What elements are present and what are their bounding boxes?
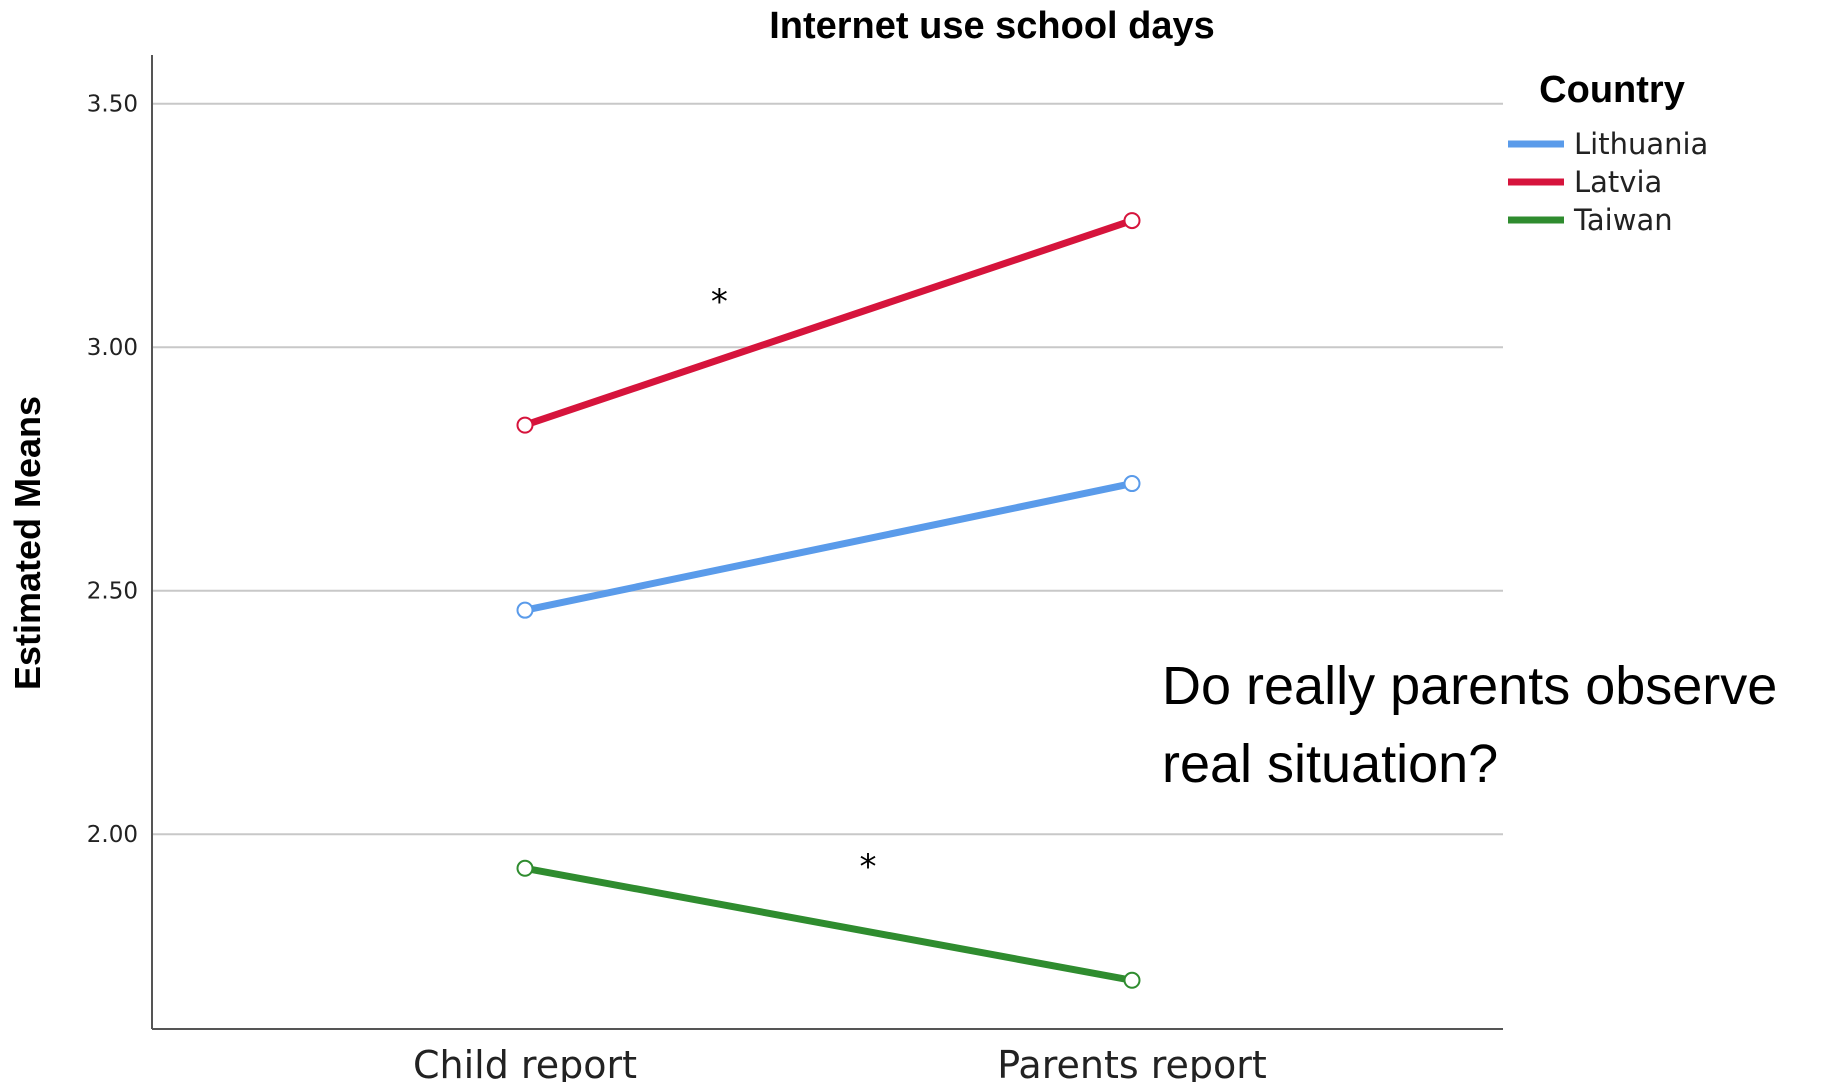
significance-markers: **: [711, 282, 877, 887]
y-tick-label-0: 2.00: [87, 822, 138, 848]
legend-label-lithuania: Lithuania: [1574, 127, 1708, 161]
y-tick-label-2: 3.00: [87, 335, 138, 361]
point-taiwan-0: [516, 859, 534, 877]
series-line-latvia: [521, 217, 1136, 429]
axes: [151, 55, 1503, 1030]
significance-star-1: *: [860, 847, 877, 887]
y-tick-label-3: 3.50: [87, 92, 138, 118]
point-latvia-0: [516, 416, 534, 434]
note-line-1: Do really parents observe: [1162, 656, 1777, 716]
x-tick-labels: Child report Parents report: [413, 1043, 1267, 1082]
note-line-2: real situation?: [1162, 734, 1498, 794]
legend-label-latvia: Latvia: [1574, 165, 1662, 199]
legend: Country Lithuania Latvia Taiwan: [1508, 69, 1708, 237]
y-tick-label-1: 2.50: [87, 579, 138, 605]
series-lines: [516, 212, 1141, 989]
gridlines: [152, 102, 1503, 836]
point-taiwan-1: [1123, 971, 1141, 989]
point-latvia-1: [1123, 212, 1141, 230]
chart-title: Internet use school days: [769, 5, 1215, 47]
y-axis-label: Estimated Means: [7, 396, 48, 690]
x-tick-label-1: Parents report: [997, 1043, 1267, 1082]
series-line-taiwan: [521, 864, 1136, 984]
y-tick-labels: 2.00 2.50 3.00 3.50: [87, 92, 138, 849]
series-line-lithuania: [521, 480, 1136, 614]
legend-title: Country: [1539, 69, 1685, 111]
point-lithuania-0: [516, 601, 534, 619]
significance-star-0: *: [711, 282, 728, 322]
question-note: Do really parents observe real situation…: [1162, 656, 1777, 794]
legend-label-taiwan: Taiwan: [1573, 203, 1673, 237]
point-lithuania-1: [1123, 475, 1141, 493]
x-tick-label-0: Child report: [413, 1043, 637, 1082]
